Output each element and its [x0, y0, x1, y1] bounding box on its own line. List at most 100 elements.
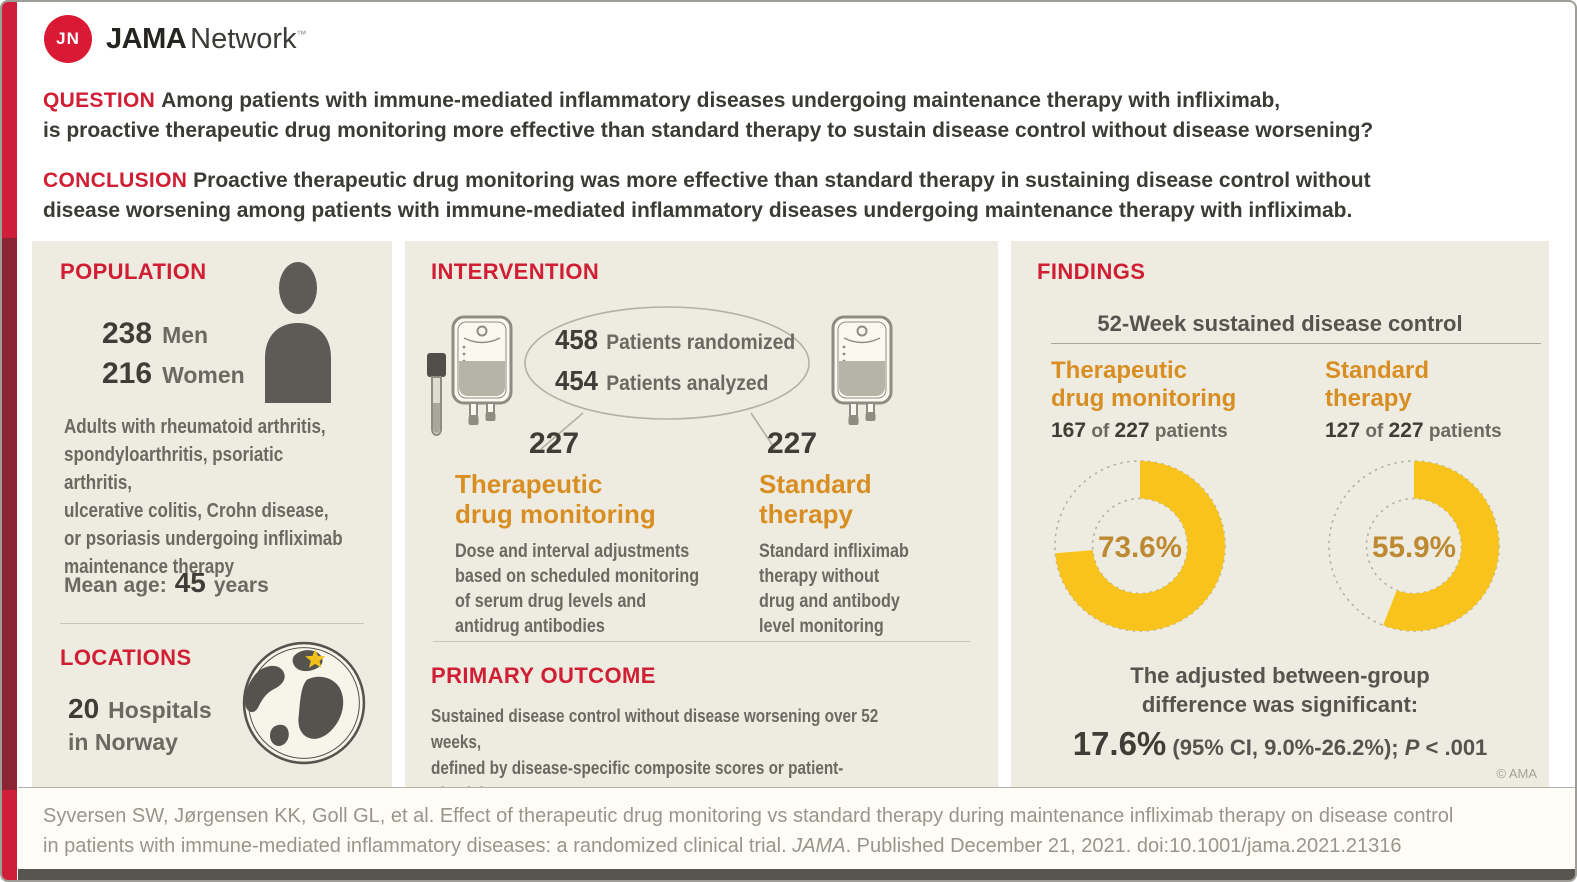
- difference-value: 17.6%: [1072, 725, 1167, 762]
- findings-subtitle: 52-Week sustained disease control: [1097, 311, 1463, 336]
- findings-heading: FINDINGS: [1037, 259, 1146, 284]
- panel-divider: [433, 641, 970, 642]
- locations-heading: LOCATIONS: [60, 645, 192, 670]
- p-label: P: [1404, 735, 1420, 760]
- p-value: < .001: [1419, 735, 1488, 760]
- women-count: 216: [102, 357, 153, 390]
- donut-standard-percent: 55.9%: [1372, 531, 1456, 564]
- citation-text: Syversen SW, Jørgensen KK, Goll GL, et a…: [43, 801, 1533, 861]
- men-count-row: 238 Men: [102, 317, 208, 351]
- women-label: Women: [162, 362, 245, 388]
- men-count: 238: [102, 317, 153, 350]
- question-label: QUESTION: [43, 89, 156, 112]
- hospitals-count-row: 20 Hospitals: [68, 693, 212, 725]
- panel-divider: [60, 623, 364, 624]
- question-text: Among patients with immune-mediated infl…: [43, 89, 1374, 142]
- standard-numerator: 127: [1325, 419, 1361, 442]
- brand-name-bold: JAMA: [106, 22, 187, 55]
- arm-standard-description: Standard infliximab therapy without drug…: [759, 541, 909, 637]
- patients-analyzed-row: 454 Patients analyzed: [555, 362, 795, 403]
- donut-chart-standard: 55.9%: [1325, 457, 1545, 640]
- of-label: of: [1091, 421, 1110, 442]
- findings-rule: [1051, 343, 1541, 344]
- intervention-heading: INTERVENTION: [431, 259, 600, 284]
- connector-right: [750, 412, 776, 450]
- population-panel: POPULATION 238 Men 216 Women Adults with…: [32, 241, 392, 787]
- arm-tdm-count: 227: [529, 427, 580, 460]
- citation-part1: Syversen SW, Jørgensen KK, Goll GL, et a…: [43, 805, 1454, 857]
- citation-part2: . Published December 21, 2021. doi:10.10…: [845, 835, 1402, 857]
- arm-tdm-title: Therapeutic drug monitoring: [455, 469, 656, 529]
- hospitals-label: Hospitals: [108, 697, 212, 723]
- donut-chart-tdm: 73.6%: [1051, 457, 1291, 640]
- primary-outcome-heading: PRIMARY OUTCOME: [431, 663, 656, 688]
- norway-star-icon: [305, 649, 326, 668]
- iv-bag-icon: [451, 315, 513, 425]
- men-label: Men: [162, 322, 209, 348]
- conclusion-label: CONCLUSION: [43, 169, 188, 192]
- connector-left: [540, 412, 584, 450]
- difference-statement: The adjusted between-group difference wa…: [1130, 663, 1430, 717]
- difference-ci: (95% CI, 9.0%-26.2%);: [1172, 735, 1405, 760]
- person-icon: [265, 262, 331, 403]
- hospitals-count: 20: [68, 693, 100, 724]
- findings-tdm-patients: 167 of 227 patients: [1051, 419, 1291, 443]
- brand-header: JN JAMA Network™: [44, 15, 307, 63]
- randomized-label: Patients randomized: [606, 331, 796, 354]
- analyzed-label: Patients analyzed: [606, 372, 769, 395]
- conclusion-paragraph: CONCLUSION Proactive therapeutic drug mon…: [43, 166, 1565, 226]
- findings-group-standard: Standard therapy 127 of 227 patients 55.…: [1325, 357, 1545, 640]
- findings-standard-patients: 127 of 227 patients: [1325, 419, 1545, 443]
- mean-age-row: Mean age: 45 years: [64, 567, 269, 599]
- women-count-row: 216 Women: [102, 357, 245, 391]
- patients-label: patients: [1154, 421, 1228, 442]
- brand-trademark: ™: [296, 28, 307, 40]
- arm-standard: 227 Standard therapy Standard infliximab…: [759, 427, 994, 639]
- randomization-graphic-shapes: [427, 306, 893, 450]
- findings-panel: FINDINGS 52-Week sustained disease contr…: [1011, 241, 1549, 787]
- donut-tdm-percent: 73.6%: [1098, 531, 1182, 564]
- question-paragraph: QUESTION Among patients with immune-media…: [43, 86, 1565, 146]
- arm-tdm-description: Dose and interval adjustments based on s…: [455, 541, 700, 637]
- accent-bar-bottom: [2, 790, 17, 880]
- findings-group-tdm: Therapeutic drug monitoring 167 of 227 p…: [1051, 357, 1291, 640]
- patients-label: patients: [1428, 421, 1502, 442]
- jama-network-logo-icon: JN: [44, 15, 92, 63]
- arm-tdm: 227 Therapeutic drug monitoring Dose and…: [455, 427, 755, 639]
- arm-standard-count: 227: [767, 427, 818, 460]
- randomized-count: 458: [555, 324, 598, 355]
- brand-name-regular: Network: [190, 22, 297, 55]
- standard-denominator: 227: [1388, 419, 1424, 442]
- randomized-counts: 458 Patients randomized 454 Patients ana…: [555, 321, 816, 403]
- patients-randomized-row: 458 Patients randomized: [555, 321, 795, 362]
- randomized-ellipse: [524, 306, 810, 420]
- arm-standard-title: Standard therapy: [759, 469, 872, 529]
- citation-journal: JAMA: [792, 835, 846, 857]
- accent-bar-top: [2, 2, 17, 238]
- citation-band: Syversen SW, Jørgensen KK, Goll GL, et a…: [18, 787, 1575, 873]
- tdm-numerator: 167: [1051, 419, 1087, 442]
- analyzed-count: 454: [555, 365, 598, 396]
- mean-age-label: Mean age:: [64, 574, 167, 597]
- of-label: of: [1365, 421, 1384, 442]
- population-heading: POPULATION: [60, 259, 207, 284]
- mean-age-value: 45: [174, 567, 206, 598]
- mean-age-unit: years: [213, 574, 269, 597]
- difference-value-row: 17.6% (95% CI, 9.0%-26.2%); P < .001: [1011, 725, 1549, 763]
- findings-tdm-title: Therapeutic drug monitoring: [1051, 357, 1237, 412]
- findings-standard-title: Standard therapy: [1325, 357, 1430, 412]
- globe-icon: [242, 641, 366, 765]
- copyright-ama: © AMA: [1496, 766, 1537, 781]
- tdm-denominator: 227: [1114, 419, 1150, 442]
- brand-name: JAMA Network™: [106, 23, 307, 56]
- logo-initials: JN: [56, 29, 80, 48]
- population-description: Adults with rheumatoid arthritis, spondy…: [64, 416, 343, 578]
- conclusion-text: Proactive therapeutic drug monitoring wa…: [43, 169, 1371, 222]
- left-accent-bar: [2, 2, 17, 880]
- hospitals-country: in Norway: [68, 729, 178, 755]
- test-tube-icon: [427, 353, 446, 436]
- iv-bag-icon: [831, 315, 893, 425]
- randomization-graphic: 458 Patients randomized 454 Patients ana…: [405, 287, 998, 457]
- accent-bar-middle: [2, 238, 17, 790]
